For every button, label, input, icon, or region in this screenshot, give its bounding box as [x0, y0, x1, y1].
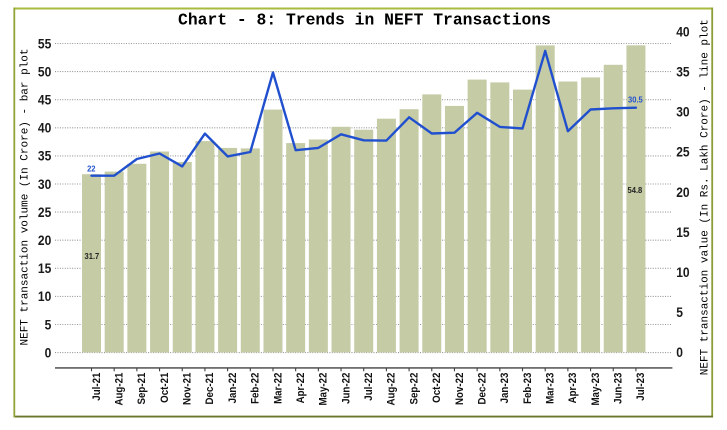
svg-text:10: 10 — [38, 289, 51, 304]
svg-text:45: 45 — [38, 93, 52, 108]
svg-text:Dec-22: Dec-22 — [476, 373, 488, 405]
svg-text:30: 30 — [38, 177, 51, 192]
svg-text:5: 5 — [676, 305, 683, 320]
svg-text:30.5: 30.5 — [628, 95, 643, 105]
svg-text:Oct-21: Oct-21 — [159, 373, 171, 403]
svg-text:15: 15 — [676, 225, 690, 240]
svg-text:10: 10 — [676, 265, 689, 280]
svg-text:50: 50 — [38, 64, 51, 79]
svg-text:Mar-22: Mar-22 — [272, 373, 284, 404]
svg-text:Jan-22: Jan-22 — [227, 373, 239, 404]
svg-text:0: 0 — [45, 345, 52, 360]
svg-text:Nov-22: Nov-22 — [454, 373, 466, 405]
svg-text:May-22: May-22 — [318, 373, 330, 406]
svg-text:Dec-21: Dec-21 — [204, 373, 216, 405]
svg-text:40: 40 — [38, 121, 51, 136]
svg-text:Jul-22: Jul-22 — [363, 373, 375, 401]
svg-text:Sep-22: Sep-22 — [408, 373, 420, 405]
svg-text:31.7: 31.7 — [85, 251, 100, 261]
svg-text:0: 0 — [676, 345, 683, 360]
svg-text:Jun-23: Jun-23 — [613, 373, 625, 404]
svg-text:Jan-23: Jan-23 — [499, 373, 511, 404]
svg-text:Chart - 8: Trends in NEFT Tran: Chart - 8: Trends in NEFT Transactions — [178, 11, 551, 30]
svg-text:35: 35 — [38, 149, 52, 164]
svg-text:Jul-23: Jul-23 — [635, 373, 647, 401]
svg-text:Jun-22: Jun-22 — [340, 373, 352, 404]
svg-text:20: 20 — [676, 185, 689, 200]
svg-text:22: 22 — [87, 164, 96, 174]
svg-text:35: 35 — [676, 65, 690, 80]
svg-text:Nov-21: Nov-21 — [182, 373, 194, 405]
svg-text:NEFT transaction volume (In Cr: NEFT transaction volume (In Crore) - bar… — [19, 49, 31, 346]
svg-text:Mar-23: Mar-23 — [545, 373, 557, 404]
svg-text:15: 15 — [38, 261, 52, 276]
svg-text:25: 25 — [38, 205, 52, 220]
svg-text:Apr-22: Apr-22 — [295, 373, 307, 404]
svg-text:55: 55 — [38, 36, 52, 51]
svg-text:Apr-23: Apr-23 — [567, 373, 579, 404]
svg-text:Jul-21: Jul-21 — [91, 373, 103, 401]
svg-text:Aug-22: Aug-22 — [386, 373, 398, 406]
svg-text:May-23: May-23 — [590, 373, 602, 406]
svg-text:30: 30 — [676, 105, 689, 120]
svg-text:Aug-21: Aug-21 — [113, 373, 125, 406]
svg-text:Sep-21: Sep-21 — [136, 373, 148, 405]
svg-text:54.8: 54.8 — [628, 185, 643, 195]
svg-text:Feb-22: Feb-22 — [250, 373, 262, 404]
svg-text:Feb-23: Feb-23 — [522, 373, 534, 404]
svg-text:Oct-22: Oct-22 — [431, 373, 443, 403]
svg-text:5: 5 — [45, 317, 52, 332]
svg-text:25: 25 — [676, 145, 690, 160]
svg-text:20: 20 — [38, 233, 51, 248]
svg-text:NEFT transaction value (In Rs.: NEFT transaction value (In Rs. Lakh Cror… — [699, 19, 711, 375]
svg-text:40: 40 — [676, 24, 689, 39]
